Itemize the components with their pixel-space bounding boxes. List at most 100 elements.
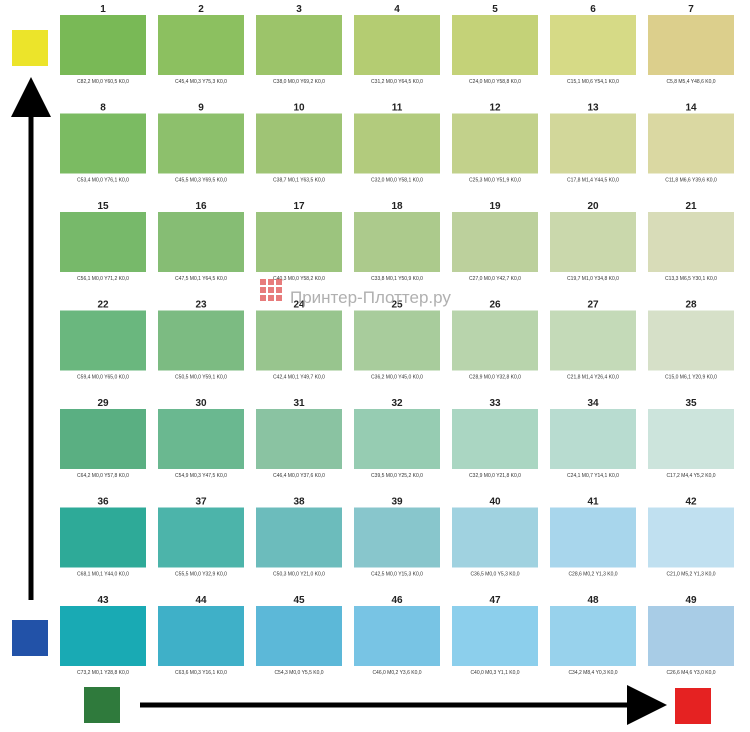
swatch-number: 44 [195, 595, 207, 606]
swatch-number: 48 [587, 595, 599, 606]
swatch-label: C19,7 M1,0 Y34,8 K0,0 [567, 276, 619, 282]
swatch-color [158, 507, 244, 568]
swatch: 21 C13,3 M6,5 Y30,1 K0,0 [648, 201, 734, 282]
swatch: 30 C54,9 M0,3 Y47,5 K0,0 [158, 398, 244, 479]
swatch-color [60, 606, 146, 666]
red-square [675, 688, 711, 724]
swatch-color [550, 310, 636, 371]
swatch: 18 C33,8 M0,1 Y50,9 K0,0 [354, 201, 440, 282]
swatch: 40 C36,5 M0,0 Y5,3 K0,0 [452, 497, 538, 578]
swatch-number: 12 [489, 103, 501, 114]
swatch-label: C11,8 M6,6 Y39,6 K0,0 [665, 178, 717, 184]
green-square [84, 687, 120, 723]
swatch: 38 C50,3 M0,0 Y21,0 K0,0 [256, 497, 342, 578]
swatch: 17 C40,3 M0,0 Y58,2 K0,0 [256, 201, 342, 282]
swatch-number: 32 [391, 398, 403, 409]
swatch-color [354, 310, 440, 371]
swatch-label: C25,3 M0,0 Y51,9 K0,0 [469, 178, 521, 184]
swatch-label: C28,9 M0,0 Y32,8 K0,0 [469, 375, 521, 381]
swatch-color [354, 15, 440, 75]
swatch-number: 30 [195, 398, 207, 409]
swatch: 14 C11,8 M6,6 Y39,6 K0,0 [648, 103, 734, 184]
swatch: 31 C46,4 M0,0 Y37,6 K0,0 [256, 398, 342, 479]
swatch: 29 C64,2 M0,0 Y57,8 K0,0 [60, 398, 146, 479]
swatch-number: 33 [489, 398, 501, 409]
swatch-color [256, 113, 342, 174]
swatch-number: 20 [587, 201, 599, 212]
swatch: 5 C24,0 M0,0 Y58,8 K0,0 [452, 4, 538, 85]
swatch-number: 26 [489, 300, 501, 311]
blue-square [12, 620, 48, 656]
swatch: 6 C15,1 M0,6 Y54,1 K0,0 [550, 4, 636, 85]
swatch-color [158, 113, 244, 174]
swatch-number: 7 [688, 4, 694, 15]
swatch-grid: 1 C82,2 M0,0 Y60,5 K0,0 2 C45,4 M0,3 Y75,3 … [60, 4, 734, 676]
swatch: 39 C42,5 M0,0 Y15,3 K0,0 [354, 497, 440, 578]
swatch-label: C45,5 M0,3 Y69,5 K0,0 [175, 178, 227, 184]
swatch: 28 C15,0 M6,1 Y20,9 K0,0 [648, 300, 734, 381]
swatch-number: 9 [198, 103, 204, 114]
swatch-number: 29 [97, 398, 109, 409]
swatch-number: 10 [293, 103, 305, 114]
swatch-color [452, 507, 538, 568]
swatch-color [60, 507, 146, 568]
swatch-color [648, 507, 734, 568]
swatch-color [550, 507, 636, 568]
swatch-number: 16 [195, 201, 207, 212]
swatch-label: C17,2 M4,4 Y5,2 K0,0 [666, 473, 715, 479]
swatch-color [648, 409, 734, 469]
swatch-label: C21,0 M5,2 Y1,3 K0,0 [666, 572, 715, 578]
swatch-number: 22 [97, 300, 109, 311]
swatch-number: 5 [492, 4, 498, 15]
swatch: 4 C31,2 M0,0 Y64,5 K0,0 [354, 4, 440, 85]
swatch: 27 C21,8 M1,4 Y26,4 K0,0 [550, 300, 636, 381]
swatch-number: 35 [685, 398, 697, 409]
swatch: 33 C32,9 M0,0 Y21,8 K0,0 [452, 398, 538, 479]
swatch-label: C28,6 M0,2 Y1,3 K0,0 [568, 572, 617, 578]
swatch-number: 42 [685, 497, 697, 508]
swatch: 9 C45,5 M0,3 Y69,5 K0,0 [158, 103, 244, 184]
swatch-label: C46,0 M0,2 Y3,6 K0,0 [372, 670, 421, 676]
swatch-label: C21,8 M1,4 Y26,4 K0,0 [567, 375, 619, 381]
swatch-number: 49 [685, 595, 697, 606]
swatch-label: C54,9 M0,3 Y47,5 K0,0 [175, 473, 227, 479]
swatch-label: C34,2 M8,4 Y0,3 K0,0 [568, 670, 617, 676]
swatch: 7 C5,8 M5,4 Y48,6 K0,0 [648, 4, 734, 85]
swatch-number: 45 [293, 595, 305, 606]
swatch: 20 C19,7 M1,0 Y34,8 K0,0 [550, 201, 636, 282]
swatch-color [354, 507, 440, 568]
swatch: 34 C24,1 M0,7 Y14,1 K0,0 [550, 398, 636, 479]
swatch-color [648, 212, 734, 272]
swatch-label: C63,6 M0,3 Y16,1 K0,0 [175, 670, 227, 676]
swatch-label: C82,2 M0,0 Y60,5 K0,0 [77, 79, 129, 85]
swatch: 10 C38,7 M0,1 Y63,5 K0,0 [256, 103, 342, 184]
swatch: 8 C53,4 M0,0 Y76,1 K0,0 [60, 103, 146, 184]
swatch-label: C31,2 M0,0 Y64,5 K0,0 [371, 79, 423, 85]
swatch-label: C17,8 M1,4 Y44,5 K0,0 [567, 178, 619, 184]
swatch-color [648, 113, 734, 174]
swatch-color [158, 15, 244, 75]
swatch: 36 C68,1 M0,1 Y44,0 K0,0 [60, 497, 146, 578]
swatch-color [256, 212, 342, 272]
swatch-label: C45,4 M0,3 Y75,3 K0,0 [175, 79, 227, 85]
swatch-label: C55,5 M0,0 Y32,9 K0,0 [175, 572, 227, 578]
swatch-color [158, 409, 244, 469]
swatch-number: 23 [195, 300, 207, 311]
swatch-number: 4 [394, 4, 400, 15]
swatch-color [60, 113, 146, 174]
swatch-color [256, 606, 342, 666]
swatch-label: C73,2 M0,1 Y28,8 K0,0 [77, 670, 129, 676]
swatch-label: C27,0 M0,0 Y42,7 K0,0 [469, 276, 521, 282]
swatch-color [256, 15, 342, 75]
swatch-label: C50,3 M0,0 Y21,0 K0,0 [273, 572, 325, 578]
swatch-number: 2 [198, 4, 204, 15]
swatch-color [354, 409, 440, 469]
swatch: 13 C17,8 M1,4 Y44,5 K0,0 [550, 103, 636, 184]
swatch: 48 C34,2 M8,4 Y0,3 K0,0 [550, 595, 636, 676]
swatch-label: C54,3 M0,0 Y5,5 K0,0 [274, 670, 323, 676]
swatch-label: C32,9 M0,0 Y21,8 K0,0 [469, 473, 521, 479]
swatch-label: C15,1 M0,6 Y54,1 K0,0 [567, 79, 619, 85]
swatch: 26 C28,9 M0,0 Y32,8 K0,0 [452, 300, 538, 381]
swatch-label: C36,5 M0,0 Y5,3 K0,0 [470, 572, 519, 578]
swatch-color [256, 310, 342, 371]
